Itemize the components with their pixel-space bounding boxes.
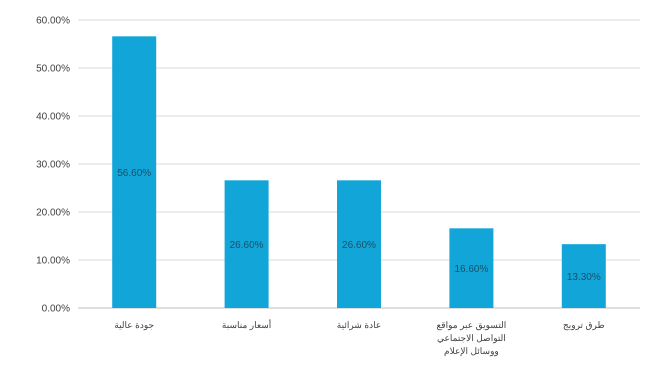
x-category-label: طرق ترويج bbox=[563, 320, 605, 331]
data-label: 13.30% bbox=[567, 272, 601, 283]
x-category-label: جودة عالية bbox=[114, 320, 154, 331]
y-tick-label: 20.00% bbox=[36, 208, 70, 219]
data-label: 26.60% bbox=[342, 240, 376, 251]
y-tick-label: 0.00% bbox=[42, 304, 70, 315]
x-axis-categories: جودة عالية أسعار مناسبة عادة شرائية التسويق… bbox=[114, 318, 604, 357]
data-labels: 56.60% 26.60% 26.60% 16.60% 13.30% bbox=[117, 168, 601, 283]
data-label: 26.60% bbox=[230, 240, 264, 251]
bar bbox=[112, 36, 157, 308]
y-axis-ticks: 0.00% 10.00% 20.00% 30.00% 40.00% 50.00% 60.00… bbox=[36, 16, 70, 315]
bar bbox=[337, 180, 381, 308]
bar bbox=[561, 244, 606, 308]
y-tick-label: 40.00% bbox=[36, 112, 70, 123]
x-category-label: أسعار مناسبة bbox=[222, 318, 271, 331]
y-tick-label: 60.00% bbox=[36, 16, 70, 27]
x-category-label: التسويق عبر مواقع التواصل الاجتماعي ووسائل… bbox=[437, 320, 507, 357]
y-tick-label: 50.00% bbox=[36, 64, 70, 75]
bar bbox=[449, 228, 494, 308]
data-label: 56.60% bbox=[117, 168, 151, 179]
data-label: 16.60% bbox=[454, 264, 488, 275]
y-tick-label: 30.00% bbox=[36, 160, 70, 171]
y-tick-label: 10.00% bbox=[36, 256, 70, 267]
bars bbox=[112, 36, 606, 308]
bar bbox=[224, 180, 269, 308]
x-category-label: عادة شرائية bbox=[337, 320, 381, 331]
